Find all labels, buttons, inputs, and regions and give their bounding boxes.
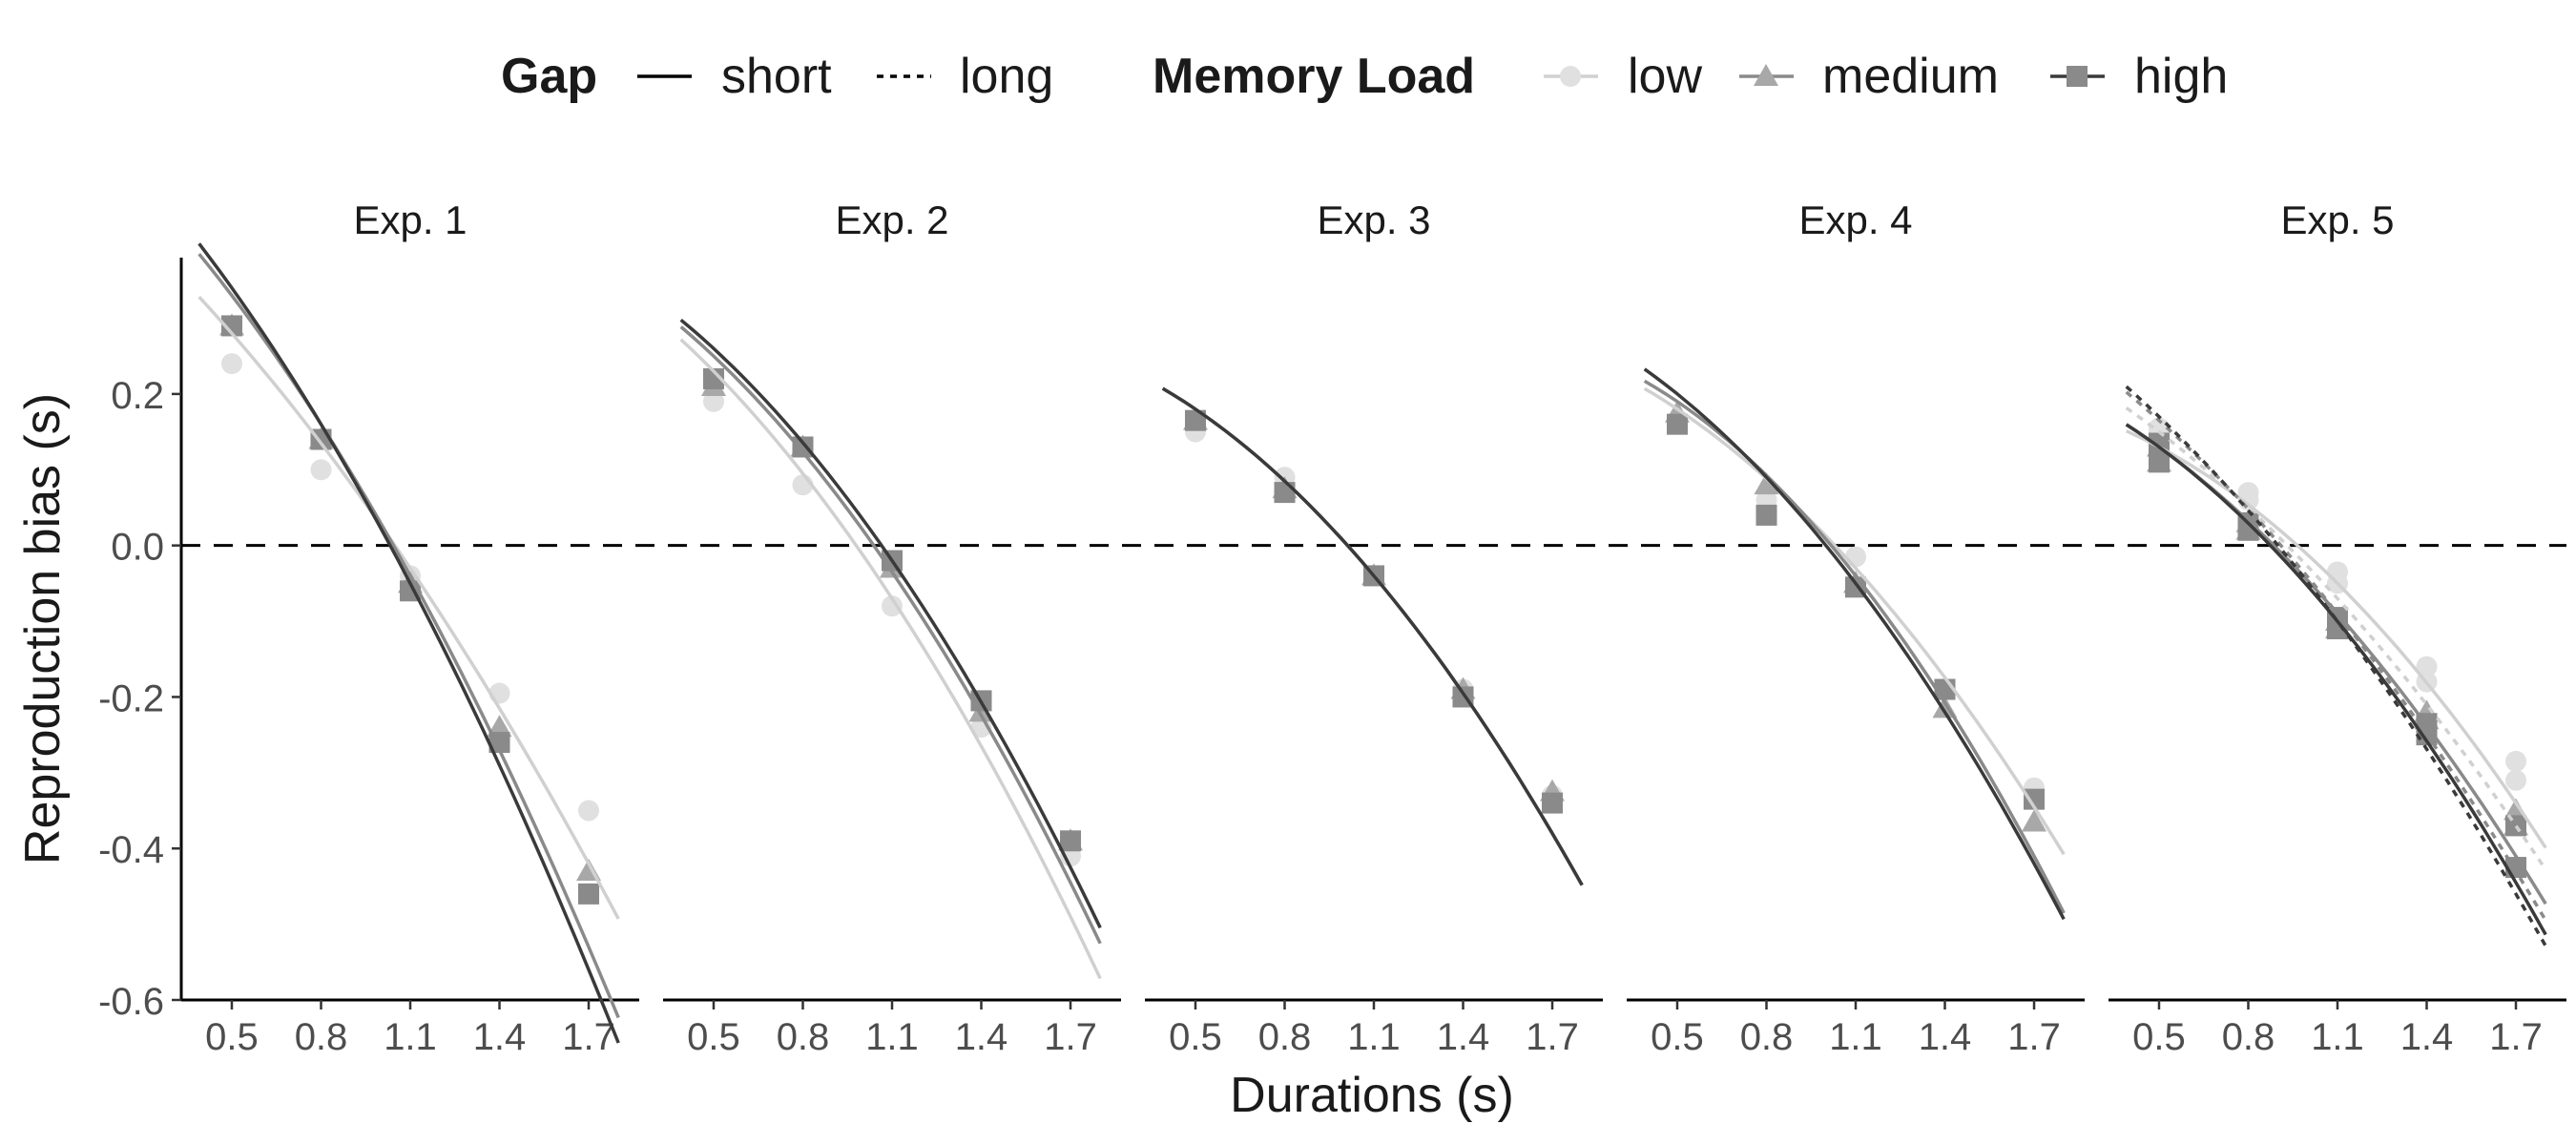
- fit-line-short-medium: [1161, 386, 1584, 886]
- fit-line-long-low: [2125, 406, 2547, 871]
- x-tick-label: 1.7: [1044, 1016, 1097, 1058]
- x-tick-label: 1.4: [2400, 1016, 2454, 1058]
- data-point-high: [2024, 788, 2046, 810]
- fit-line-short-low: [2125, 429, 2547, 849]
- x-tick-label: 1.4: [1437, 1016, 1490, 1058]
- x-tick-label: 1.7: [2489, 1016, 2543, 1058]
- fit-line-short-high: [1161, 386, 1584, 886]
- fit-line-short-low: [1643, 386, 2066, 856]
- facet-title: Exp. 1: [353, 198, 467, 242]
- data-point-low: [578, 800, 600, 822]
- data-point-high: [220, 315, 242, 337]
- legend-title-gap: Gap: [501, 49, 597, 104]
- data-point-high: [1755, 504, 1777, 526]
- y-tick-label: 0.0: [111, 527, 164, 569]
- data-point-high: [578, 883, 600, 905]
- x-tick-label: 1.4: [955, 1016, 1008, 1058]
- x-tick-label: 1.4: [473, 1016, 527, 1058]
- data-point-high: [1184, 409, 1206, 431]
- x-tick-label: 1.1: [1347, 1016, 1401, 1058]
- x-tick-label: 1.1: [384, 1016, 437, 1058]
- data-point-high: [1542, 792, 1564, 814]
- data-point-low: [702, 390, 724, 412]
- fit-line-short-high: [197, 242, 620, 1044]
- data-point-high: [2505, 815, 2527, 837]
- data-point-low: [2505, 750, 2527, 772]
- y-tick-label: -0.6: [98, 981, 164, 1023]
- data-point-low: [310, 459, 332, 481]
- legend-label-high: high: [2134, 49, 2228, 104]
- legend: Gap short long Memory Load low medium high: [501, 49, 2228, 104]
- facet-panel-3: Exp. 3 0.5 0.8 1.1 1.4 1.7: [1145, 198, 1603, 1058]
- fit-line-short-high: [1643, 367, 2066, 921]
- x-tick-label: 0.5: [2132, 1016, 2186, 1058]
- y-tick-label: 0.2: [111, 375, 164, 417]
- fit-line-short-low: [1161, 386, 1584, 886]
- data-point-medium: [487, 715, 512, 738]
- data-point-high: [2148, 451, 2170, 473]
- fit-line-short-low: [197, 296, 620, 920]
- legend-label-long: long: [960, 49, 1053, 104]
- fit-line-short-medium: [2125, 423, 2547, 906]
- data-point-low: [1560, 66, 1581, 87]
- data-point-low: [2505, 769, 2527, 791]
- data-point-low: [882, 595, 903, 617]
- x-tick-label: 0.8: [2222, 1016, 2275, 1058]
- data-point-high: [1666, 413, 1688, 435]
- legend-label-low: low: [1628, 49, 1702, 104]
- x-axis-title: Durations (s): [1230, 1068, 1514, 1123]
- data-point-low: [220, 353, 242, 375]
- x-tick-label: 0.5: [687, 1016, 740, 1058]
- facet-title: Exp. 2: [835, 198, 948, 242]
- x-tick-label: 1.7: [1526, 1016, 1579, 1058]
- fit-line-short-medium: [679, 325, 1102, 945]
- facet-panel-1: Exp. 1 0.5 0.8 1.1 1.4 1.7: [181, 198, 639, 1058]
- x-tick-label: 0.8: [777, 1016, 830, 1058]
- fit-line-short-high: [679, 318, 1102, 929]
- x-tick-label: 1.1: [2311, 1016, 2364, 1058]
- legend-title-memory-load: Memory Load: [1153, 49, 1475, 104]
- data-point-high: [2327, 618, 2348, 639]
- data-point-high: [1060, 830, 1082, 852]
- x-tick-label: 1.7: [2007, 1016, 2061, 1058]
- x-tick-label: 0.8: [1740, 1016, 1794, 1058]
- x-tick-label: 0.5: [1169, 1016, 1222, 1058]
- facet-panel-5: Exp. 5 0.5 0.8 1.1 1.4 1.7: [2109, 198, 2566, 1058]
- x-tick-label: 0.8: [295, 1016, 348, 1058]
- fit-line-short-medium: [1643, 379, 2066, 914]
- data-point-medium: [1754, 472, 1779, 495]
- facet-panel-2: Exp. 2 0.5 0.8 1.1 1.4 1.7: [663, 198, 1121, 1058]
- x-tick-label: 1.7: [562, 1016, 615, 1058]
- data-point-medium: [2022, 809, 2047, 832]
- data-point-medium: [1754, 64, 1778, 86]
- fit-line-short-high: [2125, 423, 2547, 936]
- fit-line-short-low: [679, 338, 1102, 980]
- x-tick-label: 1.1: [1829, 1016, 1882, 1058]
- x-tick-label: 0.5: [1651, 1016, 1704, 1058]
- data-point-high: [792, 436, 814, 458]
- y-axis-title: Reproduction bias (s): [15, 393, 71, 864]
- facet-title: Exp. 4: [1798, 198, 1912, 242]
- legend-label-short: short: [721, 49, 832, 104]
- data-point-high: [2067, 66, 2088, 87]
- facet-panel-4: Exp. 4 0.5 0.8 1.1 1.4 1.7: [1627, 198, 2085, 1058]
- x-tick-label: 0.5: [205, 1016, 259, 1058]
- x-tick-label: 1.4: [1919, 1016, 1972, 1058]
- y-tick-label: -0.4: [98, 829, 164, 871]
- y-tick-label: -0.2: [98, 677, 164, 719]
- facet-title: Exp. 5: [2280, 198, 2394, 242]
- legend-label-medium: medium: [1822, 49, 1999, 104]
- fit-line-short-medium: [197, 253, 620, 1019]
- data-point-low: [2416, 656, 2438, 677]
- facet-title: Exp. 3: [1317, 198, 1430, 242]
- x-tick-label: 1.1: [865, 1016, 919, 1058]
- x-tick-label: 0.8: [1258, 1016, 1312, 1058]
- data-point-high: [1274, 482, 1296, 504]
- fit-line-long-high: [2125, 385, 2547, 947]
- data-point-high: [702, 368, 724, 390]
